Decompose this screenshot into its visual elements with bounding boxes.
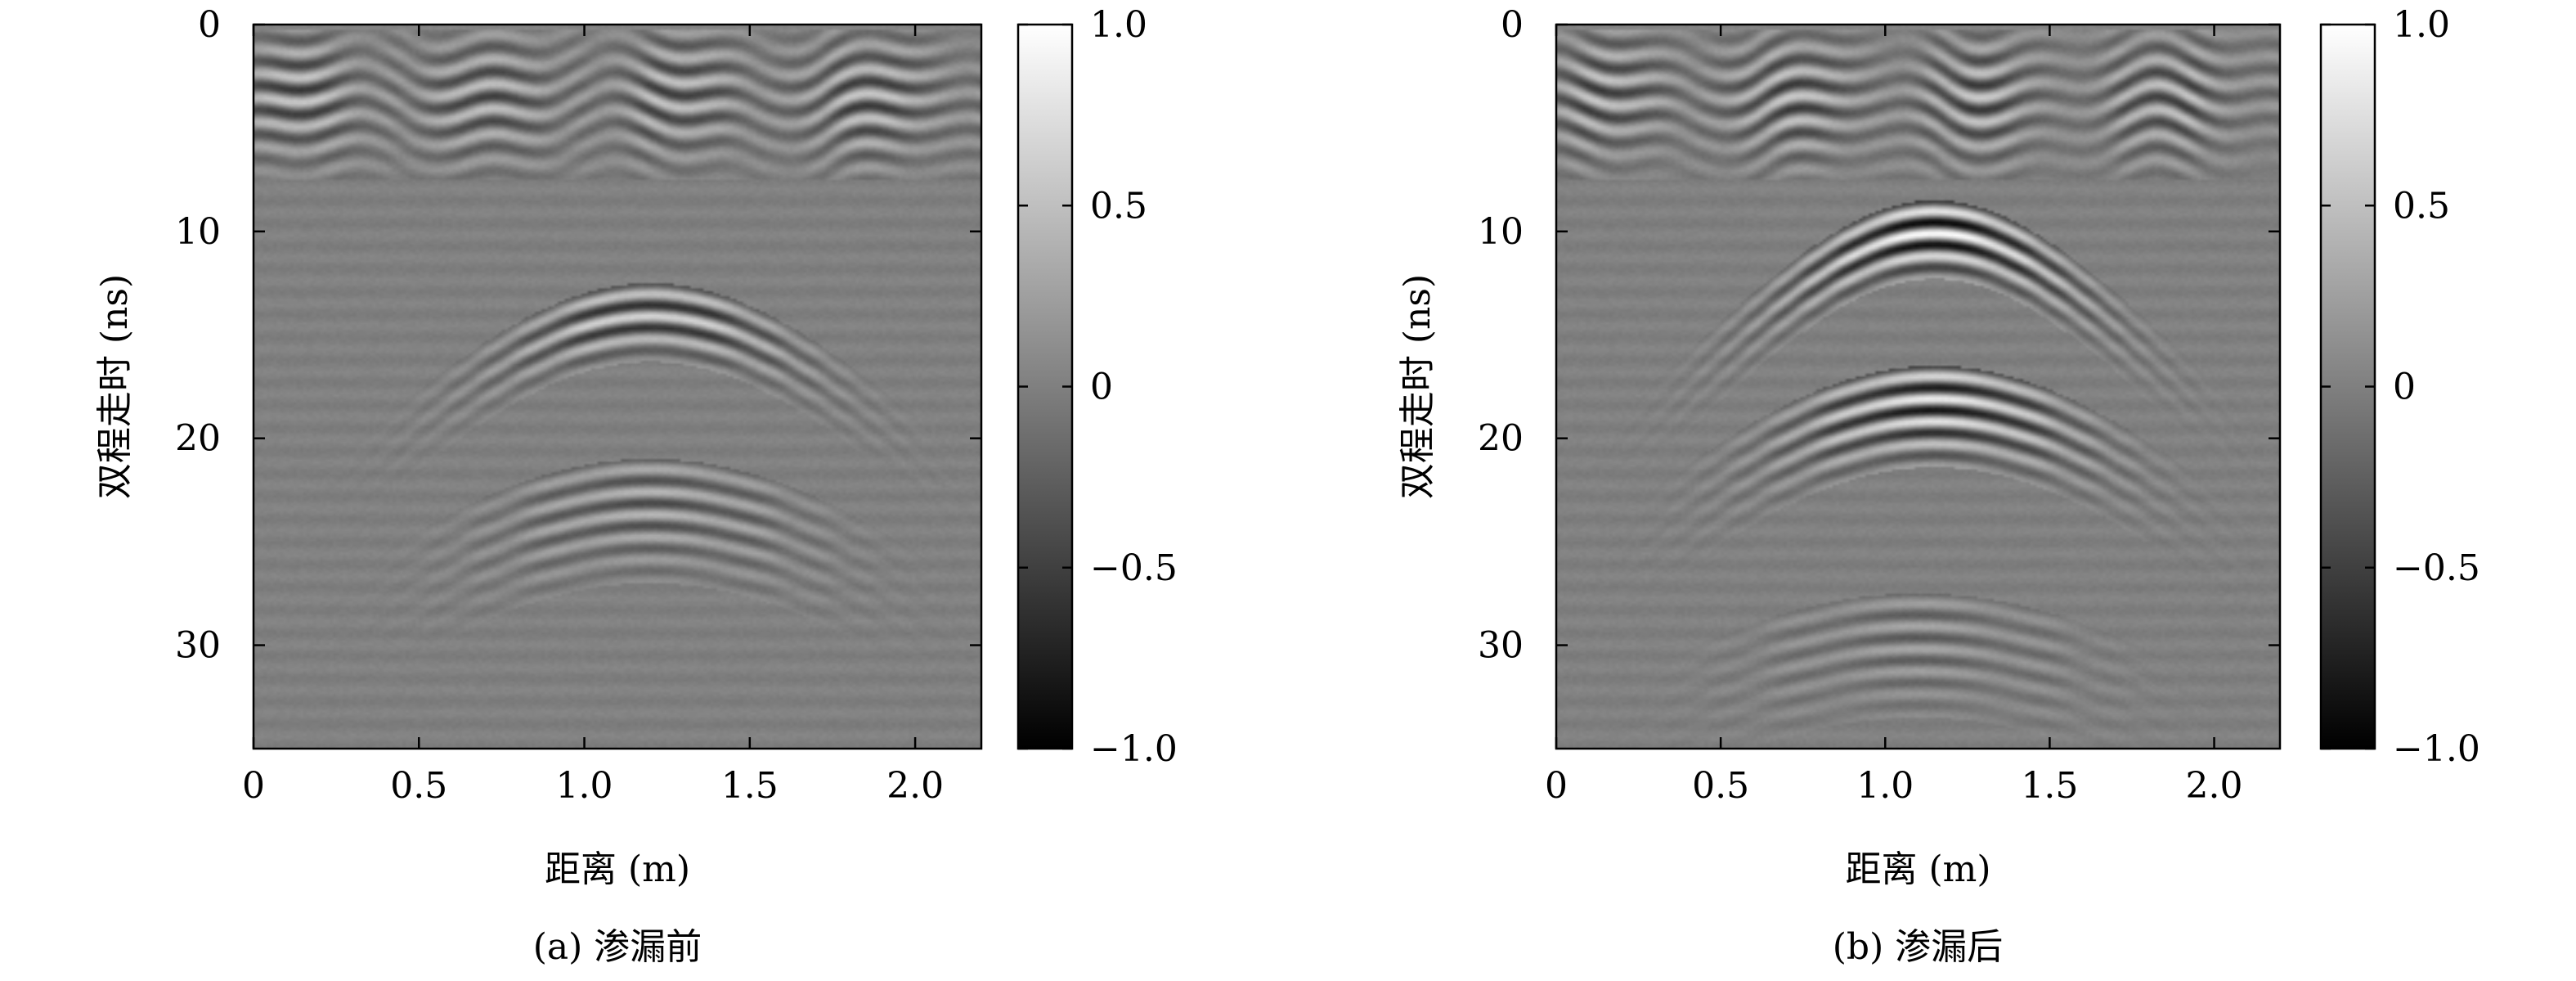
y-axis-label: 双程走时 (ns) xyxy=(1397,274,1438,499)
x-tick-label: 0 xyxy=(1545,765,1568,807)
colorbar-tick-label: −0.5 xyxy=(2393,547,2480,589)
x-tick-label: 0.5 xyxy=(390,765,447,807)
plot-frame xyxy=(1555,23,2282,750)
x-axis-label: 距离 (m) xyxy=(545,848,690,890)
y-tick-label: 0 xyxy=(198,4,221,46)
x-tick-label: 0 xyxy=(242,765,265,807)
radargram-image xyxy=(1556,25,2280,749)
colorbar-tick-label: 0.5 xyxy=(1090,185,1147,227)
x-tick-label: 1.0 xyxy=(556,765,613,807)
colorbar-tick-label: −1.0 xyxy=(1090,728,1178,770)
panel-caption: (b) 渗漏后 xyxy=(1833,926,2003,968)
colorbar-tick-label: 0 xyxy=(1090,367,1113,408)
x-tick-label: 2.0 xyxy=(2186,765,2243,807)
panel-caption: (a) 渗漏前 xyxy=(533,926,702,968)
x-tick-label: 1.0 xyxy=(1856,765,1914,807)
y-axis-label: 双程走时 (ns) xyxy=(94,274,136,499)
y-tick-label: 0 xyxy=(1501,4,1524,46)
plot-frame xyxy=(252,23,983,750)
panel-b: 0 0.5 1.0 1.5 2.0 0 10 20 30 距离 (m) 双程走时 (ns) (b) 渗… xyxy=(1397,4,2480,968)
x-axis-label: 距离 (m) xyxy=(1845,848,1990,890)
colorbar-tick-label: −0.5 xyxy=(1090,547,1178,589)
colorbar-tick-label: 1.0 xyxy=(1090,4,1147,46)
x-tick-label: 0.5 xyxy=(1692,765,1749,807)
y-tick-label: 20 xyxy=(175,418,221,460)
radargram-image xyxy=(254,25,981,749)
colorbar-tick-label: 0.5 xyxy=(2393,185,2450,227)
y-tick-label: 30 xyxy=(1478,625,1524,667)
colorbar-tick-label: 0 xyxy=(2393,367,2416,408)
x-tick-label: 1.5 xyxy=(2021,765,2078,807)
y-tick-label: 10 xyxy=(175,211,221,253)
y-tick-label: 10 xyxy=(1478,211,1524,253)
colorbar-tick-label: 1.0 xyxy=(2393,4,2450,46)
colorbar-tick-label: −1.0 xyxy=(2393,728,2480,770)
x-tick-label: 1.5 xyxy=(721,765,779,807)
panel-a: 0 0.5 1.0 1.5 2.0 0 10 20 30 距离 (m) 双程走时 (ns) (a) 渗… xyxy=(94,4,1178,968)
y-tick-label: 30 xyxy=(175,625,221,667)
x-tick-label: 2.0 xyxy=(886,765,944,807)
y-tick-label: 20 xyxy=(1478,418,1524,460)
